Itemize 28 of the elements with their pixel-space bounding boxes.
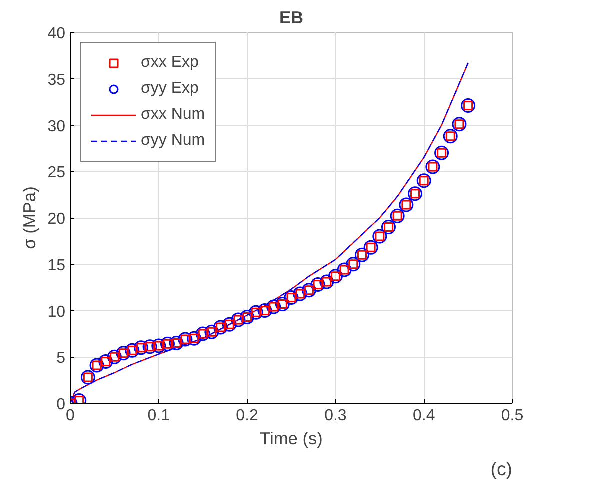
chart-title: EB xyxy=(279,8,304,28)
legend-label: σxx Num xyxy=(141,106,206,124)
y-tick-label: 0 xyxy=(56,396,66,414)
x-tick-label: 0.4 xyxy=(412,408,436,424)
y-tick-label: 35 xyxy=(48,72,66,89)
x-tick-label: 0.3 xyxy=(324,408,347,424)
y-tick-label: 10 xyxy=(48,304,66,321)
legend-label: σxx Exp xyxy=(141,54,199,72)
point xyxy=(284,290,299,305)
point xyxy=(275,297,290,312)
point xyxy=(98,354,114,369)
point xyxy=(258,304,272,318)
x-axis-title: Time (s) xyxy=(260,428,323,448)
y-tick-label: 15 xyxy=(48,257,66,274)
x-tick-label: 0.5 xyxy=(501,408,524,424)
text: (c) xyxy=(490,458,513,480)
y-axis-title: σ (MPa) xyxy=(20,186,40,250)
y-tick-label: 20 xyxy=(48,211,66,228)
x-tick-label: 0.2 xyxy=(236,408,259,424)
y-tick-label: 40 xyxy=(48,26,66,42)
y-tick-label: 30 xyxy=(48,118,66,136)
point xyxy=(240,310,255,324)
x-tick-label: 0.1 xyxy=(148,408,170,424)
y-tick-label: 5 xyxy=(56,350,66,368)
y-tick-label: 25 xyxy=(48,164,66,182)
legend-label: σyy Exp xyxy=(141,80,199,98)
legend-label: σyy Num xyxy=(141,132,206,150)
point xyxy=(74,396,84,404)
